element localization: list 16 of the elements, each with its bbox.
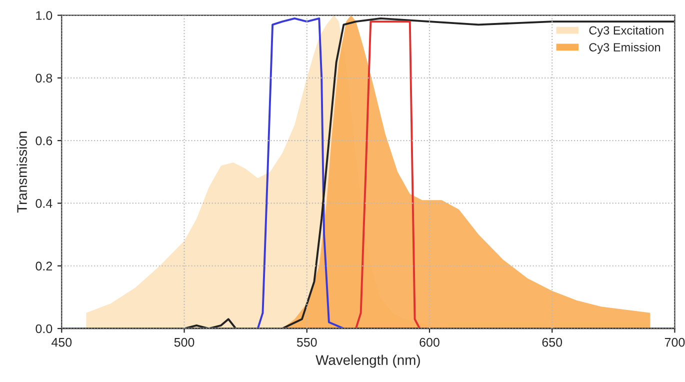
x-tick-label: 450	[52, 338, 72, 347]
y-axis-title: Transmission	[16, 132, 27, 213]
y-tick-label: 0.4	[36, 199, 52, 208]
x-tick-label: 600	[420, 338, 440, 347]
x-tick-label: 500	[174, 338, 194, 347]
legend-label: Cy3 Excitation	[589, 26, 664, 37]
x-tick-label: 650	[542, 338, 562, 347]
y-tick-label: 1.0	[36, 11, 52, 20]
x-axis-title: Wavelength (nm)	[316, 354, 420, 368]
x-tick-label: 700	[664, 338, 685, 347]
y-tick-label: 0.2	[36, 262, 52, 271]
y-tick-label: 0.8	[36, 74, 52, 83]
y-tick-label: 0.6	[36, 136, 52, 146]
x-tick-label: 550	[296, 338, 317, 347]
legend-label: Cy3 Emission	[589, 42, 660, 54]
y-tick-label: 0.0	[36, 324, 52, 334]
